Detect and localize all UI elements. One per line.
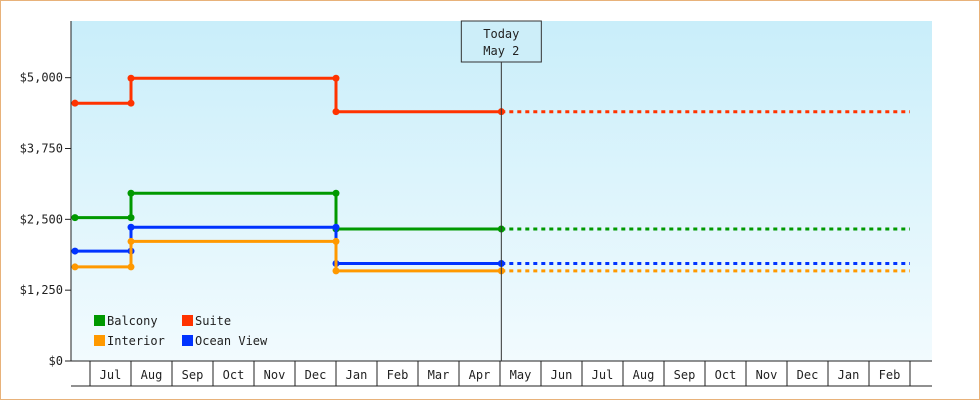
y-axis: $0 $1,250 $2,500 $3,750 $5,000 bbox=[20, 21, 72, 368]
legend-swatch bbox=[94, 335, 105, 346]
x-tick-label: Dec bbox=[797, 368, 819, 382]
x-tick-label: Aug bbox=[633, 368, 655, 382]
x-tick-label: Nov bbox=[264, 368, 286, 382]
data-point bbox=[71, 99, 79, 107]
today-box bbox=[460, 20, 542, 63]
data-point bbox=[127, 99, 135, 107]
data-point bbox=[71, 263, 79, 271]
legend-swatch bbox=[182, 335, 193, 346]
x-tick-label: May bbox=[510, 368, 532, 382]
legend-swatch bbox=[182, 315, 193, 326]
legend-label: Interior bbox=[107, 334, 165, 348]
legend-swatch bbox=[94, 315, 105, 326]
x-tick-label: Feb bbox=[387, 368, 409, 382]
series-line-balcony bbox=[75, 191, 502, 231]
legend-item-ocean-view: Ocean View bbox=[182, 334, 268, 348]
data-point bbox=[332, 223, 340, 231]
data-point bbox=[71, 247, 79, 255]
today-date: May 2 bbox=[483, 44, 519, 58]
legend-item-interior: Interior bbox=[94, 334, 165, 348]
data-point bbox=[127, 237, 135, 245]
x-tick-label: Oct bbox=[223, 368, 245, 382]
y-tick-label: $2,500 bbox=[20, 212, 63, 226]
series-line-suite bbox=[75, 76, 502, 114]
data-point bbox=[127, 223, 135, 231]
x-tick-label: Sep bbox=[674, 368, 696, 382]
series-line-interior bbox=[75, 239, 502, 273]
data-point bbox=[127, 74, 135, 82]
y-tick-label: $3,750 bbox=[20, 142, 63, 156]
data-point bbox=[71, 214, 79, 222]
legend: Balcony Suite Interior Ocean View bbox=[94, 314, 268, 348]
x-tick-label: Nov bbox=[756, 368, 778, 382]
y-tick-label: $5,000 bbox=[20, 71, 63, 85]
x-tick-label: Jul bbox=[100, 368, 122, 382]
legend-label: Suite bbox=[195, 314, 231, 328]
legend-item-suite: Suite bbox=[182, 314, 231, 328]
data-point bbox=[332, 267, 340, 275]
data-point bbox=[332, 108, 340, 116]
data-point bbox=[127, 189, 135, 197]
data-point bbox=[332, 189, 340, 197]
x-axis: Jul Aug Sep Oct Nov Dec Jan Feb Mar Apr May Jun Jul A… bbox=[71, 360, 932, 387]
x-tick-label: Apr bbox=[469, 368, 491, 382]
today-marker: Today May 2 bbox=[460, 20, 542, 361]
x-tick-label: Dec bbox=[305, 368, 327, 382]
data-point bbox=[332, 237, 340, 245]
x-tick-label: Jan bbox=[346, 368, 368, 382]
data-point bbox=[127, 214, 135, 222]
x-tick-label: Feb bbox=[879, 368, 901, 382]
y-tick-label: $1,250 bbox=[20, 283, 63, 297]
x-tick-label: Jun bbox=[551, 368, 573, 382]
x-tick-label: Jan bbox=[838, 368, 860, 382]
series-line-ocean-view bbox=[75, 225, 502, 265]
x-tick-label: Jul bbox=[592, 368, 614, 382]
data-point bbox=[332, 74, 340, 82]
x-tick-label: Oct bbox=[715, 368, 737, 382]
y-tick-label: $0 bbox=[49, 354, 63, 368]
series-ocean-view bbox=[71, 223, 910, 268]
legend-label: Ocean View bbox=[195, 334, 268, 348]
legend-label: Balcony bbox=[107, 314, 158, 328]
data-point bbox=[127, 263, 135, 271]
legend-item-balcony: Balcony bbox=[94, 314, 158, 328]
series-suite bbox=[71, 74, 910, 116]
series-balcony bbox=[71, 189, 910, 233]
x-tick-label: Sep bbox=[182, 368, 204, 382]
today-label: Today bbox=[483, 27, 519, 41]
x-tick-label: Aug bbox=[141, 368, 163, 382]
x-tick-label: Mar bbox=[428, 368, 450, 382]
